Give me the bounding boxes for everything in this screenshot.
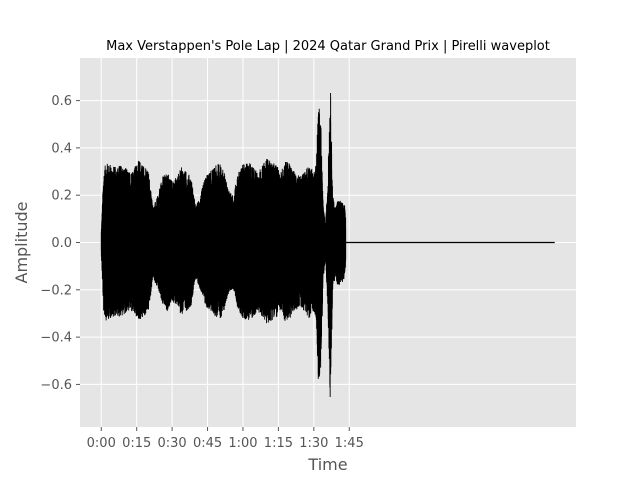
x-tick-label: 0:30 [158,436,187,451]
y-tick-label: 0.6 [51,94,72,109]
waveform [100,93,347,398]
x-tick-label: 0:00 [87,436,116,451]
x-tick-label: 1:00 [228,436,257,451]
x-tick-label: 1:15 [264,436,293,451]
y-tick-label: −0.4 [40,331,72,346]
y-axis-ticks: −0.6 −0.4 −0.2 0.0 0.2 0.4 0.6 [40,94,80,393]
y-tick-label: −0.2 [40,283,72,298]
x-tick-label: 1:30 [299,436,328,451]
x-tick-label: 0:45 [193,436,222,451]
y-tick-label: −0.6 [40,378,72,393]
x-axis-ticks: 0:00 0:15 0:30 0:45 1:00 1:15 1:30 1:45 [87,427,364,451]
y-axis-label: Amplitude [12,202,31,284]
x-tick-label: 0:15 [122,436,151,451]
y-tick-label: 0.4 [51,141,72,156]
x-tick-label: 1:45 [335,436,364,451]
chart-title: Max Verstappen's Pole Lap | 2024 Qatar G… [106,39,550,54]
x-axis-label: Time [307,455,347,474]
y-tick-label: 0.2 [51,189,72,204]
y-tick-label: 0.0 [51,236,72,251]
